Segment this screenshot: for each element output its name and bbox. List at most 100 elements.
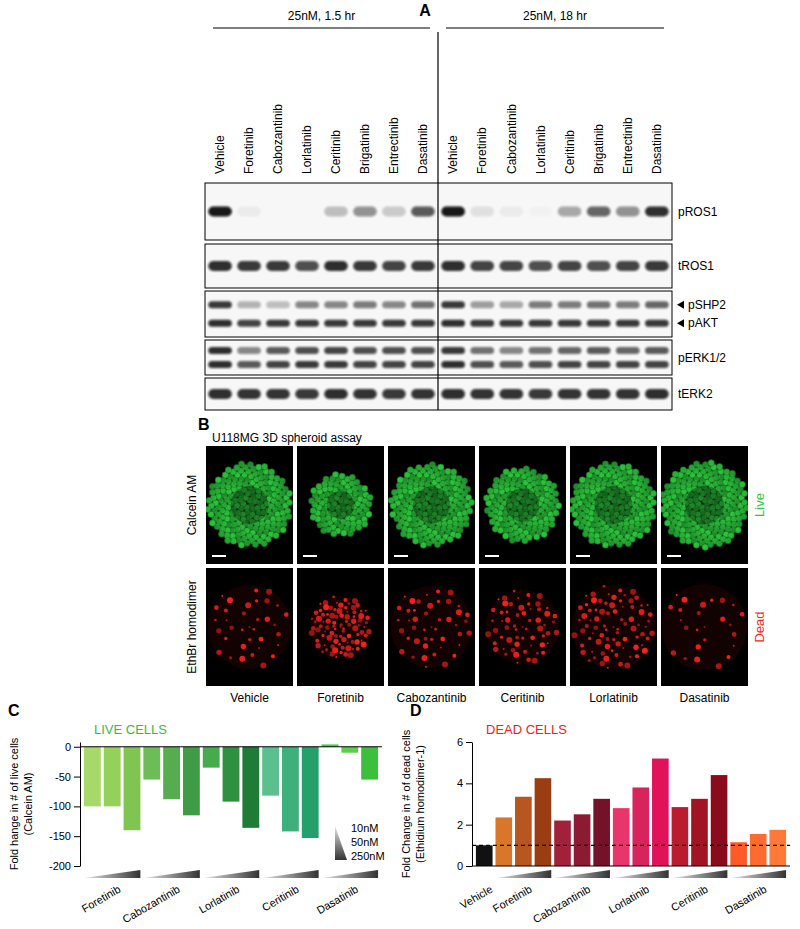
blot-band [324,320,348,327]
panel-label: A [419,2,431,19]
dead-cell [224,637,227,640]
tick-mark [74,836,80,837]
cell [552,490,558,496]
bar [163,747,180,799]
blot-band [529,361,553,368]
lane-label: Entrectinib [387,117,401,174]
cell [685,538,691,544]
cell [573,520,579,526]
tick-label: -100 [49,800,71,812]
blot-band [558,347,582,354]
dead-cell [335,656,337,658]
bar [515,797,532,866]
cell [279,478,285,484]
micrograph [479,446,566,564]
image-background [661,568,748,686]
x-tick: Foretinib [491,883,534,915]
cell [206,506,211,512]
dead-cell [266,589,272,595]
tick-label: Ceritinib [669,883,710,914]
blot-band [382,389,406,399]
tick-label: -150 [49,830,71,842]
dead-cell [311,626,316,631]
core-shade [685,486,724,525]
dead-cell [603,624,606,627]
spheroid-haze [486,590,560,664]
dead-cell [334,628,337,631]
micrograph [388,446,475,564]
dead-cell [430,638,433,641]
blot-band [470,347,494,354]
lane-label: Ceritinib [329,130,343,174]
image-background [570,446,657,564]
dead-cell [526,593,530,597]
scale-bar [667,555,681,557]
dead-cell [456,609,462,615]
dead-cell [513,590,516,593]
dead-cell [325,648,328,651]
blot-band [645,361,669,368]
dead-cell [605,644,610,649]
cell [286,513,292,519]
dead-cell [634,595,639,600]
dead-cell [330,644,335,649]
blot-band [266,301,290,308]
cell [602,542,608,548]
tick-mark [466,783,472,784]
dead-cell [611,595,616,600]
dead-cell [321,650,324,653]
tick-label: Foretinib [491,883,534,915]
dead-cell [342,629,345,632]
cell [390,511,396,517]
core-shade [231,486,269,524]
dead-cell [720,598,725,603]
dead-cell [506,611,509,614]
dead-cell [356,633,359,636]
blot-band [529,207,553,217]
cell [311,487,317,493]
dead-cell [501,620,503,622]
dead-cell [339,635,342,638]
cell [693,542,699,548]
tick-label: Dasatinib [723,883,769,916]
dead-cell [553,614,558,619]
dead-cell [588,637,591,640]
axis-line [80,743,81,867]
blot-band [470,320,494,327]
micrograph [206,568,293,686]
dead-cell [532,658,538,664]
dead-cell [647,619,650,622]
bar [554,821,571,866]
cell [582,531,588,537]
cell [502,533,508,539]
cell [744,505,748,511]
cell [238,461,244,467]
dead-cell [363,626,365,628]
cell [268,469,274,475]
tick-mark [466,742,472,743]
dead-cell [344,614,349,619]
cell [741,490,747,496]
cell [729,470,735,476]
zero-line [472,866,790,867]
spheroid-haze [572,585,656,669]
blot-band [558,207,582,217]
bar [535,778,552,866]
dead-cell [613,626,615,628]
blot-band [587,301,611,308]
lane-label: Brigatinib [592,124,606,174]
blot-band [382,361,406,368]
dead-cell [436,589,440,593]
tick-label: Ceritinib [260,883,301,914]
blot-band [558,361,582,368]
condition-label: 25nM, 1.5 hr [288,9,355,23]
cell [492,526,498,532]
image-background [206,568,293,686]
blot-band [353,301,377,308]
blot-band [616,207,640,217]
dead-cell [355,603,360,608]
treatment-label: Vehicle [230,691,269,705]
blot-band [587,207,611,217]
dead-cell [338,602,343,607]
dead-cell [241,644,246,649]
